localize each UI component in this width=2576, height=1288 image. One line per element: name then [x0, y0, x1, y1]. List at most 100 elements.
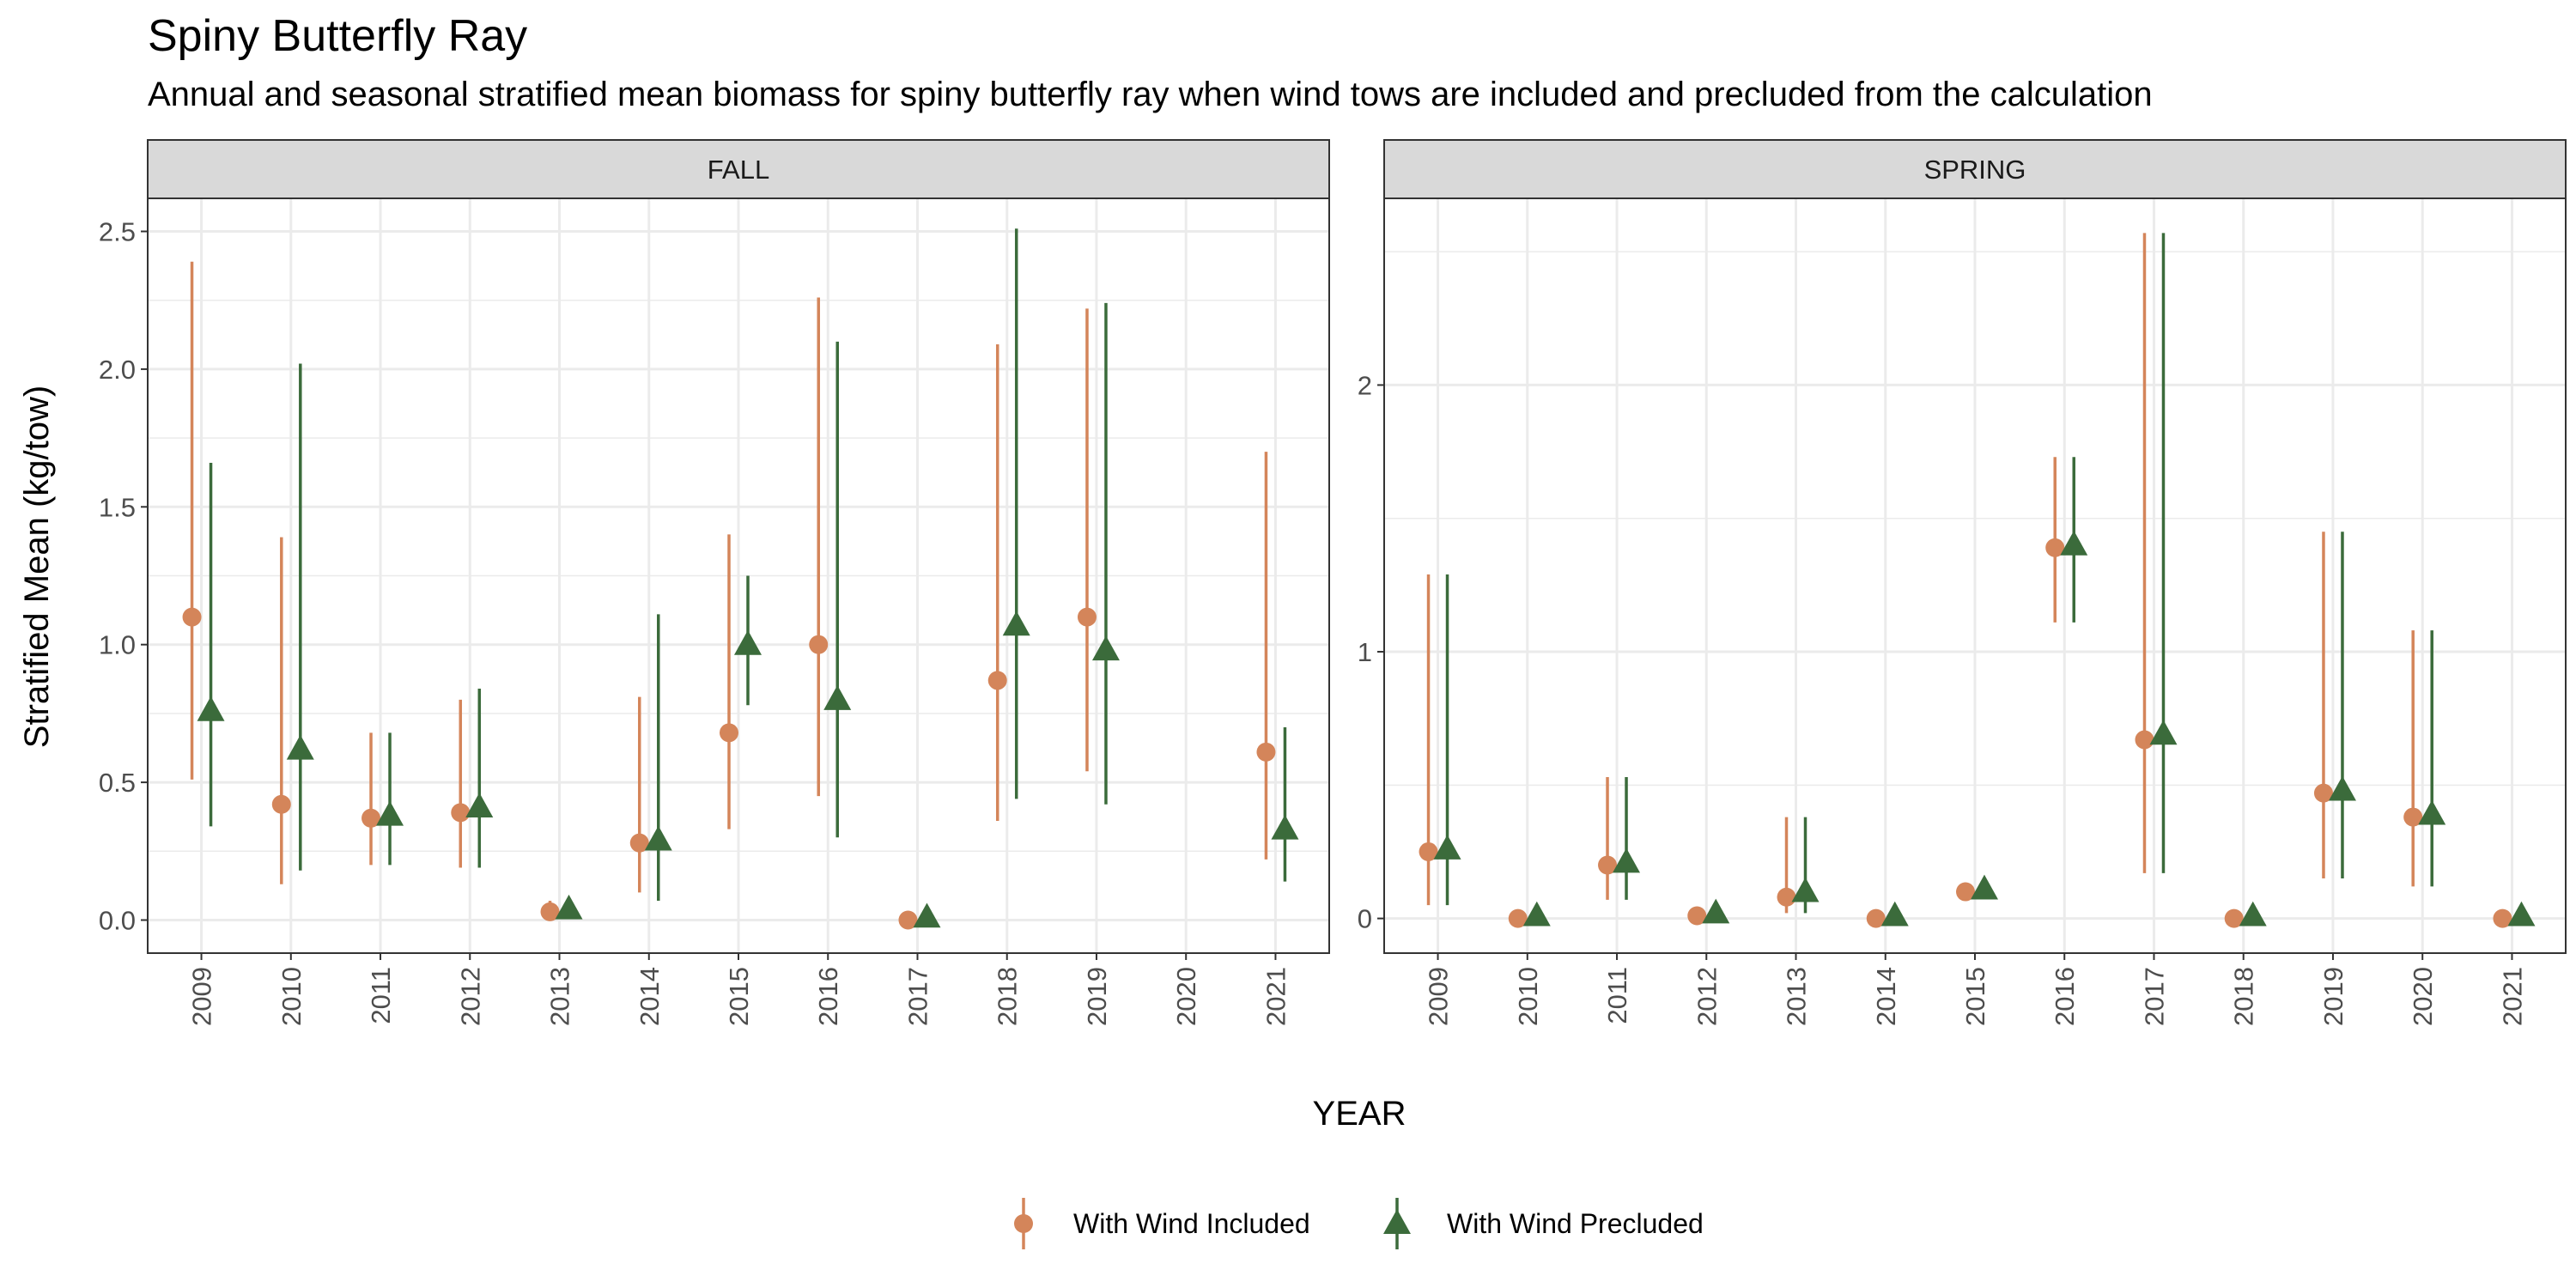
data-point-triangle	[1522, 901, 1551, 927]
chart-title: Spiny Butterfly Ray	[148, 11, 528, 61]
data-point-circle	[1687, 906, 1707, 926]
data-point-circle	[182, 607, 202, 627]
x-tick-label: 2013	[545, 967, 575, 1026]
y-tick-label: 2.5	[99, 216, 136, 246]
x-tick-label: 2014	[635, 967, 665, 1026]
data-point-circle	[540, 902, 560, 921]
data-point-triangle	[1002, 611, 1030, 636]
data-point-circle	[2135, 730, 2154, 750]
data-point-circle	[1508, 908, 1528, 928]
x-tick-label: 2012	[1692, 967, 1722, 1026]
data-point-triangle	[2507, 901, 2536, 927]
y-tick-label: 1.5	[99, 492, 136, 522]
data-point-triangle	[1271, 814, 1299, 840]
data-point-triangle	[644, 825, 672, 851]
y-tick-label: 0	[1358, 904, 1372, 934]
data-point-circle	[1777, 887, 1796, 907]
data-point-circle	[451, 803, 471, 823]
y-tick-label: 2	[1358, 370, 1372, 400]
data-point-circle	[2493, 908, 2512, 928]
x-tick-label: 2018	[993, 967, 1023, 1026]
data-point-triangle	[465, 793, 494, 817]
facet-strip-label: FALL	[708, 155, 769, 185]
x-tick-label: 2021	[2497, 967, 2527, 1026]
data-point-circle	[1866, 908, 1886, 928]
data-point-circle	[1077, 607, 1097, 627]
x-tick-label: 2016	[2050, 967, 2080, 1026]
data-point-circle	[2313, 783, 2333, 803]
data-point-triangle	[734, 629, 762, 655]
data-point-circle	[2224, 908, 2244, 928]
data-point-triangle	[2239, 901, 2267, 927]
x-tick-label: 2010	[1513, 967, 1543, 1026]
legend-label: With Wind Precluded	[1447, 1208, 1704, 1239]
data-point-triangle	[376, 800, 404, 826]
data-point-circle	[629, 833, 649, 853]
legend-label: With Wind Included	[1073, 1208, 1310, 1239]
x-tick-label: 2011	[366, 967, 396, 1024]
x-tick-label: 2009	[187, 967, 217, 1026]
data-point-triangle	[1091, 635, 1120, 661]
facet-strip	[1383, 139, 2567, 199]
x-tick-label: 2011	[1602, 967, 1632, 1024]
legend-item-included: With Wind Included	[1014, 1198, 1310, 1249]
x-tick-label: 2013	[1782, 967, 1812, 1026]
data-point-triangle	[1433, 835, 1461, 860]
data-point-circle	[898, 910, 918, 930]
x-tick-label: 2009	[1424, 967, 1454, 1026]
data-point-circle	[2403, 807, 2423, 827]
data-point-circle	[1256, 742, 1276, 762]
data-point-circle	[720, 723, 738, 743]
x-tick-label: 2014	[1871, 967, 1901, 1026]
y-tick-label: 0.0	[99, 906, 136, 936]
x-tick-label: 2020	[2408, 967, 2438, 1026]
x-tick-label: 2018	[2229, 967, 2259, 1026]
x-tick-label: 2015	[724, 967, 754, 1026]
x-tick-label: 2017	[2139, 967, 2169, 1026]
x-tick-label: 2016	[813, 967, 843, 1026]
y-tick-label: 2.0	[99, 355, 136, 385]
x-tick-label: 2017	[902, 967, 933, 1026]
x-tick-label: 2019	[2318, 967, 2348, 1026]
panel-fall: 0.0 0.5 1.0 1.5 2.0 2.5 2009 2010 2011 2012 2013 20…	[99, 139, 1330, 1026]
data-point-circle	[361, 808, 381, 828]
facet-strip	[147, 139, 1330, 199]
x-tick-label: 2010	[276, 967, 307, 1026]
x-tick-label: 2019	[1082, 967, 1112, 1026]
data-point-circle	[2045, 538, 2065, 557]
data-point-triangle	[286, 734, 314, 760]
data-point-circle	[809, 635, 829, 654]
data-point-circle	[271, 794, 291, 814]
series-included	[182, 261, 1276, 930]
data-point-circle	[1598, 855, 1618, 875]
x-tick-label: 2021	[1261, 967, 1291, 1026]
y-axis-title: Stratified Mean (kg/tow)	[18, 386, 56, 748]
y-tick-label: 1	[1358, 637, 1372, 667]
data-point-triangle	[1971, 874, 1998, 900]
data-point-circle	[987, 671, 1007, 690]
data-point-triangle	[2149, 720, 2178, 745]
legend-item-precluded: With Wind Precluded	[1383, 1198, 1704, 1249]
data-point-triangle	[2418, 799, 2446, 825]
series-precluded	[1433, 233, 2536, 927]
panel-spring: 0 1 2 2009 2010 2011 2012 2013 2014 2015 2016 2017 2…	[1358, 139, 2567, 1026]
x-tick-label: 2020	[1171, 967, 1201, 1026]
data-point-circle	[1419, 841, 1438, 861]
y-tick-label: 1.0	[99, 630, 136, 660]
data-point-triangle	[823, 685, 852, 710]
series-included	[1419, 233, 2512, 928]
data-point-triangle	[1791, 877, 1820, 902]
series-precluded	[197, 228, 1299, 928]
data-point-triangle	[1613, 848, 1641, 873]
x-tick-label: 2015	[1960, 967, 1990, 1026]
data-point-triangle	[197, 696, 225, 721]
data-point-triangle	[555, 894, 583, 920]
data-point-triangle	[2328, 775, 2356, 801]
data-point-triangle	[1880, 901, 1909, 927]
x-tick-label: 2012	[455, 967, 485, 1026]
legend: With Wind Included With Wind Precluded	[1014, 1198, 1704, 1249]
y-tick-label: 0.5	[99, 768, 136, 798]
data-point-triangle	[913, 902, 941, 928]
